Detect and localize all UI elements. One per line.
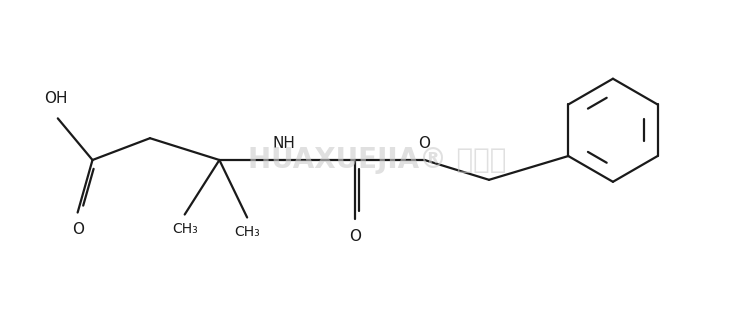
Text: HUAXUEJIA® 化学加: HUAXUEJIA® 化学加 <box>248 146 506 174</box>
Text: NH: NH <box>273 136 295 151</box>
Text: O: O <box>418 136 430 151</box>
Text: CH₃: CH₃ <box>172 222 198 236</box>
Text: CH₃: CH₃ <box>234 225 260 239</box>
Text: O: O <box>72 222 84 237</box>
Text: O: O <box>350 229 361 244</box>
Text: OH: OH <box>44 92 67 107</box>
